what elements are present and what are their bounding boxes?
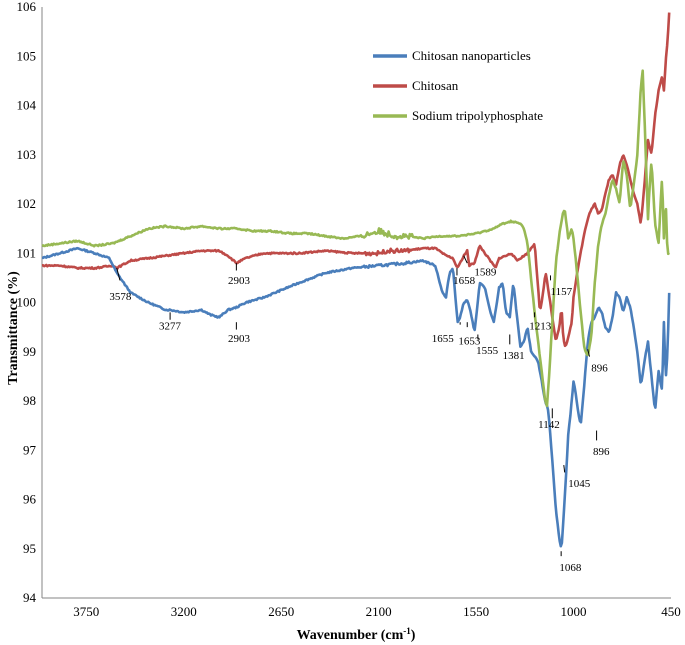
y-tick-label: 104 — [17, 98, 37, 113]
x-tick-label: 2100 — [366, 604, 392, 619]
annotation-label: 1213 — [529, 321, 552, 333]
annotation-label: 896 — [593, 446, 610, 458]
y-tick-label: 98 — [23, 393, 36, 408]
y-tick-label: 105 — [17, 48, 37, 63]
annotation-label: 2903 — [228, 333, 251, 345]
x-tick-label: 3750 — [73, 604, 99, 619]
annotation-label: 1655 — [432, 333, 455, 345]
annotation-label: 1068 — [559, 562, 582, 574]
series-line-sodium-tripolyphosphate — [41, 69, 671, 408]
y-tick-label: 97 — [23, 442, 37, 457]
annotation-label: 2903 — [228, 275, 251, 287]
x-tick-label: 2650 — [268, 604, 294, 619]
annotation-leader — [116, 267, 121, 281]
x-axis-label-sup: -1 — [403, 626, 411, 636]
annotation-label: 1157 — [551, 286, 573, 298]
annotation-label: 3578 — [109, 291, 132, 303]
annotation-leader — [587, 349, 590, 357]
y-tick-label: 106 — [17, 0, 37, 14]
series-line-chitosan — [41, 12, 671, 348]
annotation-label: 1653 — [458, 335, 481, 347]
y-tick-labels: 94 95 96 97 98 99 100 101 102 103 104 105 106 — [17, 0, 37, 605]
x-tick-labels: 3750 3200 2650 2100 1550 1000 450 — [73, 604, 680, 619]
y-tick-label: 100 — [17, 295, 37, 310]
legend: Chitosan nanoparticles Chitosan Sodium t… — [373, 48, 543, 123]
legend-label-sodium-tripolyphosphate: Sodium tripolyphosphate — [412, 108, 543, 123]
annotation-leader — [563, 464, 566, 473]
y-tick-label: 99 — [23, 344, 36, 359]
x-tick-label: 3200 — [171, 604, 197, 619]
x-tick-label: 450 — [661, 604, 681, 619]
y-tick-label: 102 — [17, 196, 37, 211]
y-tick-label: 103 — [17, 147, 37, 162]
x-axis-label: Wavenumber (cm-1) — [297, 626, 416, 643]
annotation-label: 1381 — [503, 350, 525, 362]
x-tick-label: 1000 — [561, 604, 587, 619]
annotation-label: 1045 — [568, 478, 591, 490]
legend-label-chitosan: Chitosan — [412, 78, 459, 93]
x-axis-label-end: ) — [411, 628, 416, 643]
x-axis-label-main: Wavenumber (cm — [297, 628, 404, 643]
series-line-chitosan-nanoparticles — [41, 246, 671, 548]
y-axis-label: Transmittance (%) — [6, 271, 21, 385]
annotation-label: 1589 — [474, 266, 497, 278]
series-lines — [41, 12, 671, 548]
annotation-label: 896 — [591, 362, 608, 374]
annotation-label: 1555 — [476, 345, 499, 357]
annotation-label: 3277 — [159, 321, 182, 333]
x-tick-label: 1550 — [463, 604, 489, 619]
annotation-leader — [463, 255, 468, 264]
annotation-label: 1142 — [538, 419, 560, 431]
y-tick-label: 94 — [23, 590, 37, 605]
y-tick-label: 95 — [23, 541, 36, 556]
annotation-label: 1658 — [453, 275, 476, 287]
y-tick-label: 96 — [23, 492, 37, 507]
plot-area — [41, 7, 671, 599]
y-tick-label: 101 — [17, 245, 37, 260]
legend-label-chitosan-nanoparticles: Chitosan nanoparticles — [412, 48, 531, 63]
